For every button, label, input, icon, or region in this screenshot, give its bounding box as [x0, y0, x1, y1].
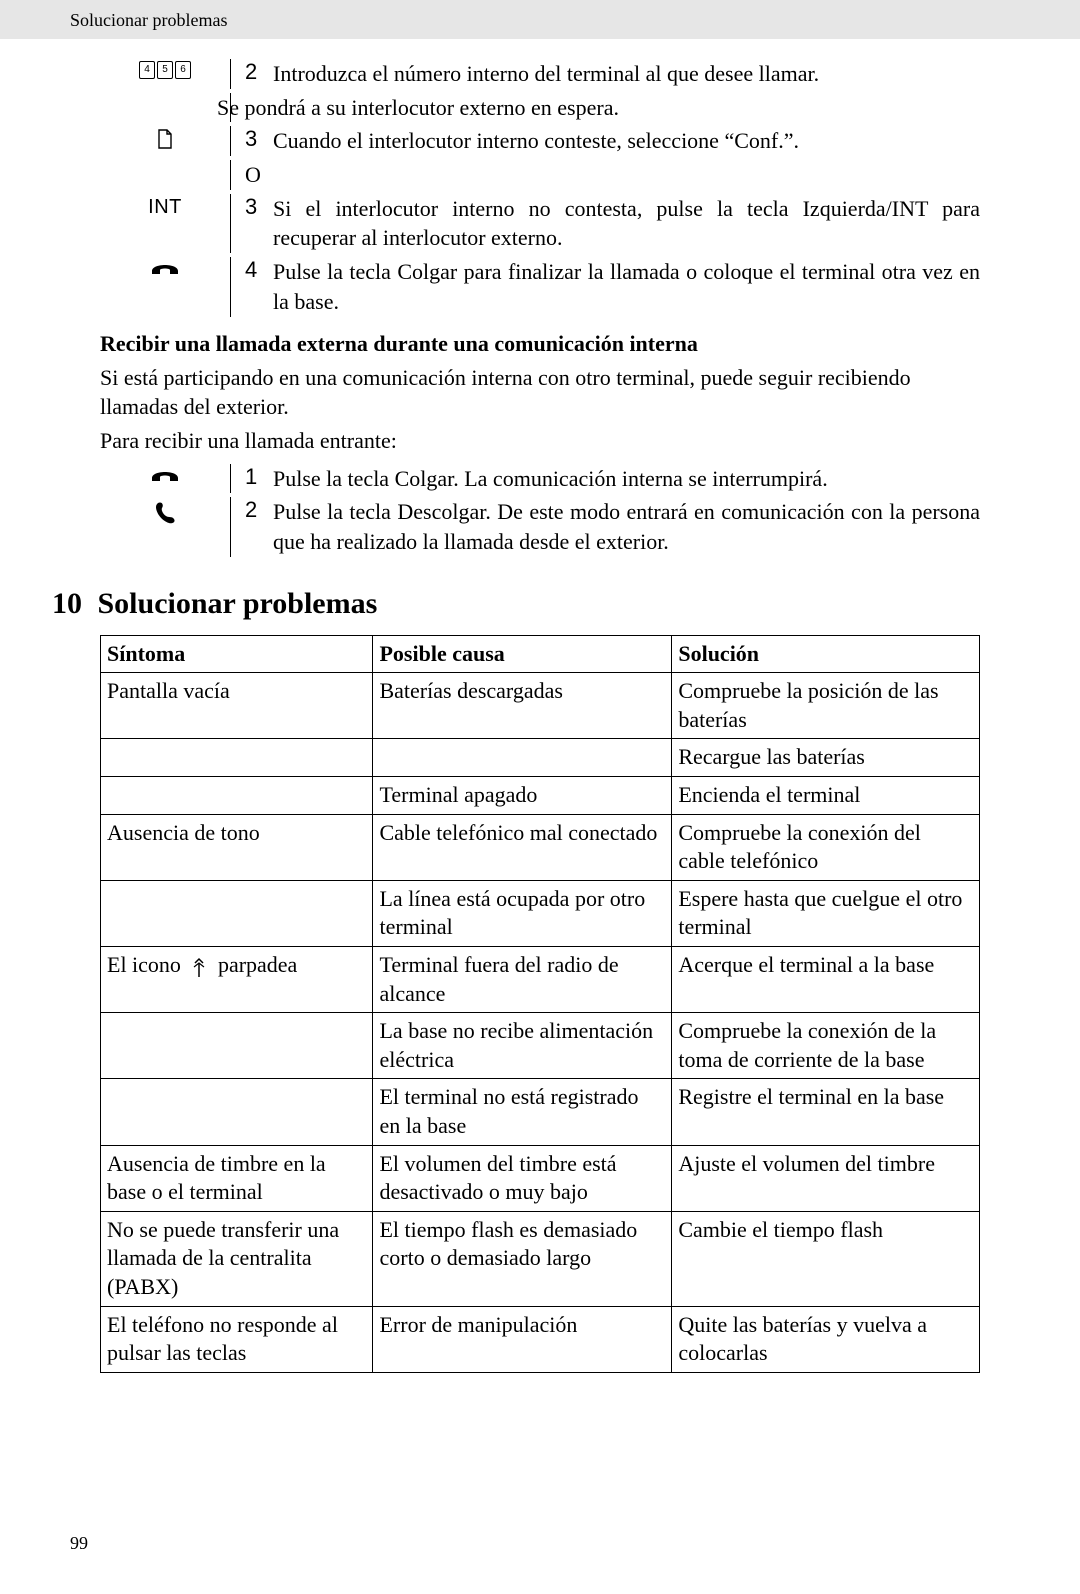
section-number: 10	[52, 587, 90, 621]
section-heading: 10 Solucionar problemas	[52, 587, 980, 621]
table-cell: El icono parpadea	[101, 946, 373, 1012]
breadcrumb: Solucionar problemas	[70, 10, 227, 30]
table-row: La base no recibe alimentación eléctrica…	[101, 1013, 980, 1079]
hangup-icon	[100, 257, 230, 277]
table-row: No se puede transferir una llamada de la…	[101, 1211, 980, 1306]
page: Solucionar problemas 4 5 6 2 Introduzca …	[0, 0, 1080, 1594]
table-row: El teléfono no responde al pulsar las te…	[101, 1306, 980, 1372]
table-cell	[101, 1013, 373, 1079]
table-cell: No se puede transferir una llamada de la…	[101, 1211, 373, 1306]
or-label: O	[245, 160, 980, 190]
table-cell: La línea está ocupada por otro terminal	[373, 880, 672, 946]
table-row: Ausencia de timbre en la base o el termi…	[101, 1145, 980, 1211]
table-cell: Terminal fuera del radio de alcance	[373, 946, 672, 1012]
int-label: INT	[148, 196, 182, 219]
table-cell: Acerque el terminal a la base	[672, 946, 980, 1012]
iconrow-post: parpadea	[218, 952, 297, 977]
step-text: Cuando el interlocutor interno conteste,…	[273, 126, 980, 156]
table-row: El terminal no está registrado en la bas…	[101, 1079, 980, 1145]
step-text: Introduzca el número interno del termina…	[273, 59, 980, 89]
troubleshooting-table: Síntoma Posible causa Solución Pantalla …	[100, 635, 980, 1373]
table-cell: Quite las baterías y vuelva a colocarlas	[672, 1306, 980, 1372]
step-note: Se pondrá a su interlocutor externo en e…	[217, 93, 980, 123]
step-or-row: O	[100, 160, 980, 190]
table-cell: Compruebe la conexión del cable telefóni…	[672, 814, 980, 880]
table-cell	[373, 739, 672, 777]
keycap-6: 6	[175, 61, 191, 79]
th-causa: Posible causa	[373, 635, 672, 673]
step-row-2: 4 5 6 2 Introduzca el número interno del…	[100, 59, 980, 89]
header-bar: Solucionar problemas	[0, 0, 1080, 39]
step-text: Pulse la tecla Colgar para finalizar la …	[273, 257, 980, 316]
document-icon	[100, 126, 230, 150]
table-row: Recargue las baterías	[101, 739, 980, 777]
table-header-row: Síntoma Posible causa Solución	[101, 635, 980, 673]
int-key-icon: INT	[100, 194, 230, 219]
step-block-2: 1 Pulse la tecla Colgar. La comunicación…	[100, 464, 980, 557]
table-cell	[101, 1079, 373, 1145]
th-solucion: Solución	[672, 635, 980, 673]
hangup-icon	[100, 464, 230, 484]
table-row: La línea está ocupada por otro terminalE…	[101, 880, 980, 946]
table-cell: Error de manipulación	[373, 1306, 672, 1372]
section-title: Solucionar problemas	[98, 587, 378, 620]
table-cell: La base no recibe alimentación eléctrica	[373, 1013, 672, 1079]
table-row: Pantalla vacíaBaterías descargadasCompru…	[101, 673, 980, 739]
step2-row-1: 1 Pulse la tecla Colgar. La comunicación…	[100, 464, 980, 494]
table-cell	[101, 880, 373, 946]
table-cell: Terminal apagado	[373, 777, 672, 815]
iconrow-pre: El icono	[107, 952, 181, 977]
body-paragraph: Si está participando en una comunicación…	[100, 363, 980, 422]
table-cell: Pantalla vacía	[101, 673, 373, 739]
signal-icon	[186, 955, 212, 977]
step-text: Pulse la tecla Descolgar. De este modo e…	[273, 497, 980, 556]
table-cell: El volumen del timbre está desactivado o…	[373, 1145, 672, 1211]
step-number: 2	[245, 497, 273, 523]
table-cell: Ajuste el volumen del timbre	[672, 1145, 980, 1211]
table-cell	[101, 777, 373, 815]
pickup-icon	[100, 497, 230, 525]
step-text: Si el interlocutor interno no contesta, …	[273, 194, 980, 253]
table-row: Ausencia de tonoCable telefónico mal con…	[101, 814, 980, 880]
body-paragraph: Para recibir una llamada entrante:	[100, 426, 980, 456]
table-cell: Cambie el tiempo flash	[672, 1211, 980, 1306]
table-cell: Espere hasta que cuelgue el otro termina…	[672, 880, 980, 946]
step-text: Pulse la tecla Colgar. La comunicación i…	[273, 464, 980, 494]
table-cell	[101, 739, 373, 777]
subheading: Recibir una llamada externa durante una …	[100, 331, 980, 357]
step-number: 3	[245, 194, 273, 220]
step-row-3a: 3 Cuando el interlocutor interno contest…	[100, 126, 980, 156]
step-block-1: 4 5 6 2 Introduzca el número interno del…	[100, 59, 980, 317]
table-cell: Registre el terminal en la base	[672, 1079, 980, 1145]
table-cell: Compruebe la conexión de la toma de corr…	[672, 1013, 980, 1079]
step-row-3b: INT 3 Si el interlocutor interno no cont…	[100, 194, 980, 253]
table-cell: Ausencia de timbre en la base o el termi…	[101, 1145, 373, 1211]
step-note-row: Se pondrá a su interlocutor externo en e…	[100, 93, 980, 123]
table-cell: Compruebe la posición de las baterías	[672, 673, 980, 739]
table-cell: El tiempo flash es demasiado corto o dem…	[373, 1211, 672, 1306]
table-row: Terminal apagadoEncienda el terminal	[101, 777, 980, 815]
table-row: El icono parpadeaTerminal fuera del radi…	[101, 946, 980, 1012]
step2-row-2: 2 Pulse la tecla Descolgar. De este modo…	[100, 497, 980, 556]
step-row-4: 4 Pulse la tecla Colgar para finalizar l…	[100, 257, 980, 316]
keycap-5: 5	[157, 61, 173, 79]
keypad-icon: 4 5 6	[100, 59, 230, 79]
content-area: 4 5 6 2 Introduzca el número interno del…	[0, 39, 1080, 1373]
table-cell: Encienda el terminal	[672, 777, 980, 815]
step-number: 1	[245, 464, 273, 490]
table-cell: El terminal no está registrado en la bas…	[373, 1079, 672, 1145]
th-sintoma: Síntoma	[101, 635, 373, 673]
step-number: 3	[245, 126, 273, 152]
table-cell: Baterías descargadas	[373, 673, 672, 739]
table-cell: Recargue las baterías	[672, 739, 980, 777]
step-number: 4	[245, 257, 273, 283]
table-cell: Cable telefónico mal conectado	[373, 814, 672, 880]
step-separator	[230, 59, 231, 89]
table-cell: El teléfono no responde al pulsar las te…	[101, 1306, 373, 1372]
step-number: 2	[245, 59, 273, 85]
keycap-4: 4	[139, 61, 155, 79]
page-number: 99	[0, 1533, 1080, 1554]
table-cell: Ausencia de tono	[101, 814, 373, 880]
